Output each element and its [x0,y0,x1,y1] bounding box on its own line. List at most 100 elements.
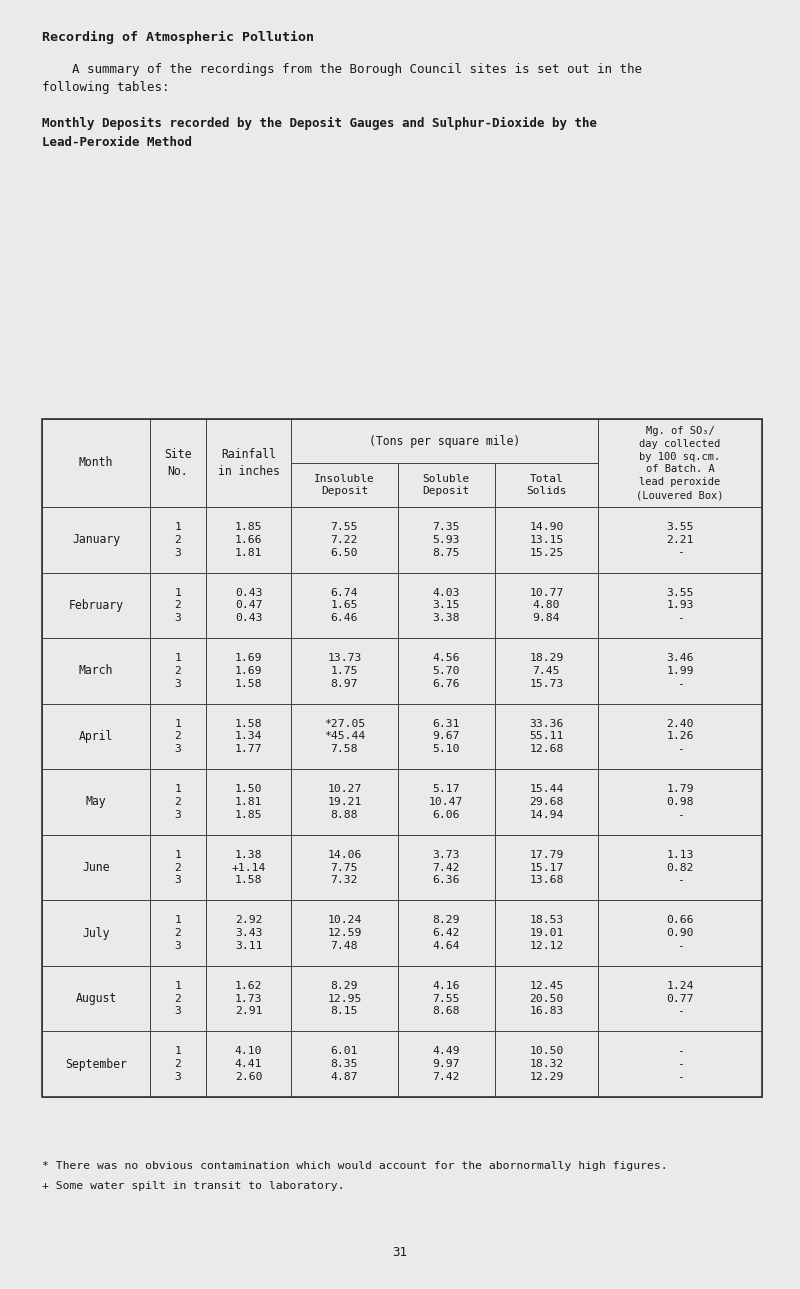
Text: 10.27
19.21
8.88: 10.27 19.21 8.88 [327,784,362,820]
Bar [598,572,762,638]
Text: 10.24
12.59
7.48: 10.24 12.59 7.48 [327,915,362,951]
Bar [206,1031,291,1097]
Text: August: August [75,993,117,1005]
Text: 1.50
1.81
1.85: 1.50 1.81 1.85 [235,784,262,820]
Bar [150,507,206,572]
Text: 18.29
7.45
15.73: 18.29 7.45 15.73 [530,654,564,688]
Bar [291,965,398,1031]
Text: 14.06
7.75
7.32: 14.06 7.75 7.32 [327,849,362,886]
Text: 10.50
18.32
12.29: 10.50 18.32 12.29 [530,1047,564,1081]
Bar [291,572,398,638]
Bar [42,704,150,770]
Bar [291,900,398,965]
Bar [398,463,494,507]
Text: + Some water spilt in transit to laboratory.: + Some water spilt in transit to laborat… [42,1181,345,1191]
Text: A summary of the recordings from the Borough Council sites is set out in the
fol: A summary of the recordings from the Bor… [42,63,642,94]
Text: March: March [79,664,113,678]
Bar [150,1031,206,1097]
Text: 1.38
+1.14
1.58: 1.38 +1.14 1.58 [231,849,266,886]
Bar [291,463,398,507]
Text: 3.73
7.42
6.36: 3.73 7.42 6.36 [432,849,460,886]
Text: 3.55
2.21
-: 3.55 2.21 - [666,522,694,558]
Bar [494,965,598,1031]
Text: 1.13
0.82
-: 1.13 0.82 - [666,849,694,886]
Bar [42,900,150,965]
Text: 8.29
6.42
4.64: 8.29 6.42 4.64 [432,915,460,951]
Text: 2.92
3.43
3.11: 2.92 3.43 3.11 [235,915,262,951]
Bar [150,835,206,900]
Text: 1
2
3: 1 2 3 [174,588,182,623]
Text: 1.79
0.98
-: 1.79 0.98 - [666,784,694,820]
Text: *27.05
*45.44
7.58: *27.05 *45.44 7.58 [324,719,365,754]
Bar [494,638,598,704]
Text: 6.31
9.67
5.10: 6.31 9.67 5.10 [432,719,460,754]
Text: September: September [65,1058,127,1071]
Bar [598,900,762,965]
Text: Recording of Atmospheric Pollution: Recording of Atmospheric Pollution [42,31,314,44]
Text: 1.85
1.66
1.81: 1.85 1.66 1.81 [235,522,262,558]
Text: June: June [82,861,110,874]
Bar [398,965,494,1031]
Text: 6.74
1.65
6.46: 6.74 1.65 6.46 [330,588,358,623]
Bar [206,704,291,770]
Text: 1.62
1.73
2.91: 1.62 1.73 2.91 [235,981,262,1017]
Text: 7.55
7.22
6.50: 7.55 7.22 6.50 [330,522,358,558]
Bar [291,507,398,572]
Text: 17.79
15.17
13.68: 17.79 15.17 13.68 [530,849,564,886]
Bar [150,638,206,704]
Bar [291,835,398,900]
Bar [598,835,762,900]
Text: 1
2
3: 1 2 3 [174,849,182,886]
Text: July: July [82,927,110,940]
Bar [150,572,206,638]
Text: 1.24
0.77
-: 1.24 0.77 - [666,981,694,1017]
Bar [206,419,291,507]
Bar [494,1031,598,1097]
Bar [291,704,398,770]
Bar [150,419,206,507]
Bar [206,638,291,704]
Text: April: April [79,730,113,742]
Bar [494,835,598,900]
Bar [206,835,291,900]
Text: 1.58
1.34
1.77: 1.58 1.34 1.77 [235,719,262,754]
Bar [291,770,398,835]
Text: 13.73
1.75
8.97: 13.73 1.75 8.97 [327,654,362,688]
Text: 8.29
12.95
8.15: 8.29 12.95 8.15 [327,981,362,1017]
Text: 7.35
5.93
8.75: 7.35 5.93 8.75 [432,522,460,558]
Bar [150,900,206,965]
Bar [494,463,598,507]
Text: 12.45
20.50
16.83: 12.45 20.50 16.83 [530,981,564,1017]
Text: 18.53
19.01
12.12: 18.53 19.01 12.12 [530,915,564,951]
Text: 1
2
3: 1 2 3 [174,719,182,754]
Text: 15.44
29.68
14.94: 15.44 29.68 14.94 [530,784,564,820]
Text: 4.16
7.55
8.68: 4.16 7.55 8.68 [432,981,460,1017]
Text: 1
2
3: 1 2 3 [174,654,182,688]
Bar [598,507,762,572]
Text: 4.49
9.97
7.42: 4.49 9.97 7.42 [432,1047,460,1081]
Bar [42,770,150,835]
Text: 4.10
4.41
2.60: 4.10 4.41 2.60 [235,1047,262,1081]
Bar [494,704,598,770]
Text: Site
No.: Site No. [164,449,192,478]
Text: 1
2
3: 1 2 3 [174,522,182,558]
Text: Total
Solids: Total Solids [526,473,566,496]
Bar [42,507,150,572]
Bar [598,638,762,704]
Text: 33.36
55.11
12.68: 33.36 55.11 12.68 [530,719,564,754]
Bar [598,419,762,507]
Bar [494,900,598,965]
Bar [398,900,494,965]
Bar [206,900,291,965]
Bar [42,835,150,900]
Bar [42,572,150,638]
Bar [398,507,494,572]
Bar [598,704,762,770]
Text: 1
2
3: 1 2 3 [174,915,182,951]
Text: 5.17
10.47
6.06: 5.17 10.47 6.06 [429,784,463,820]
Text: 0.66
0.90
-: 0.66 0.90 - [666,915,694,951]
Text: 14.90
13.15
15.25: 14.90 13.15 15.25 [530,522,564,558]
Text: 1
2
3: 1 2 3 [174,981,182,1017]
Text: Soluble
Deposit: Soluble Deposit [422,473,470,496]
Bar [42,419,762,1097]
